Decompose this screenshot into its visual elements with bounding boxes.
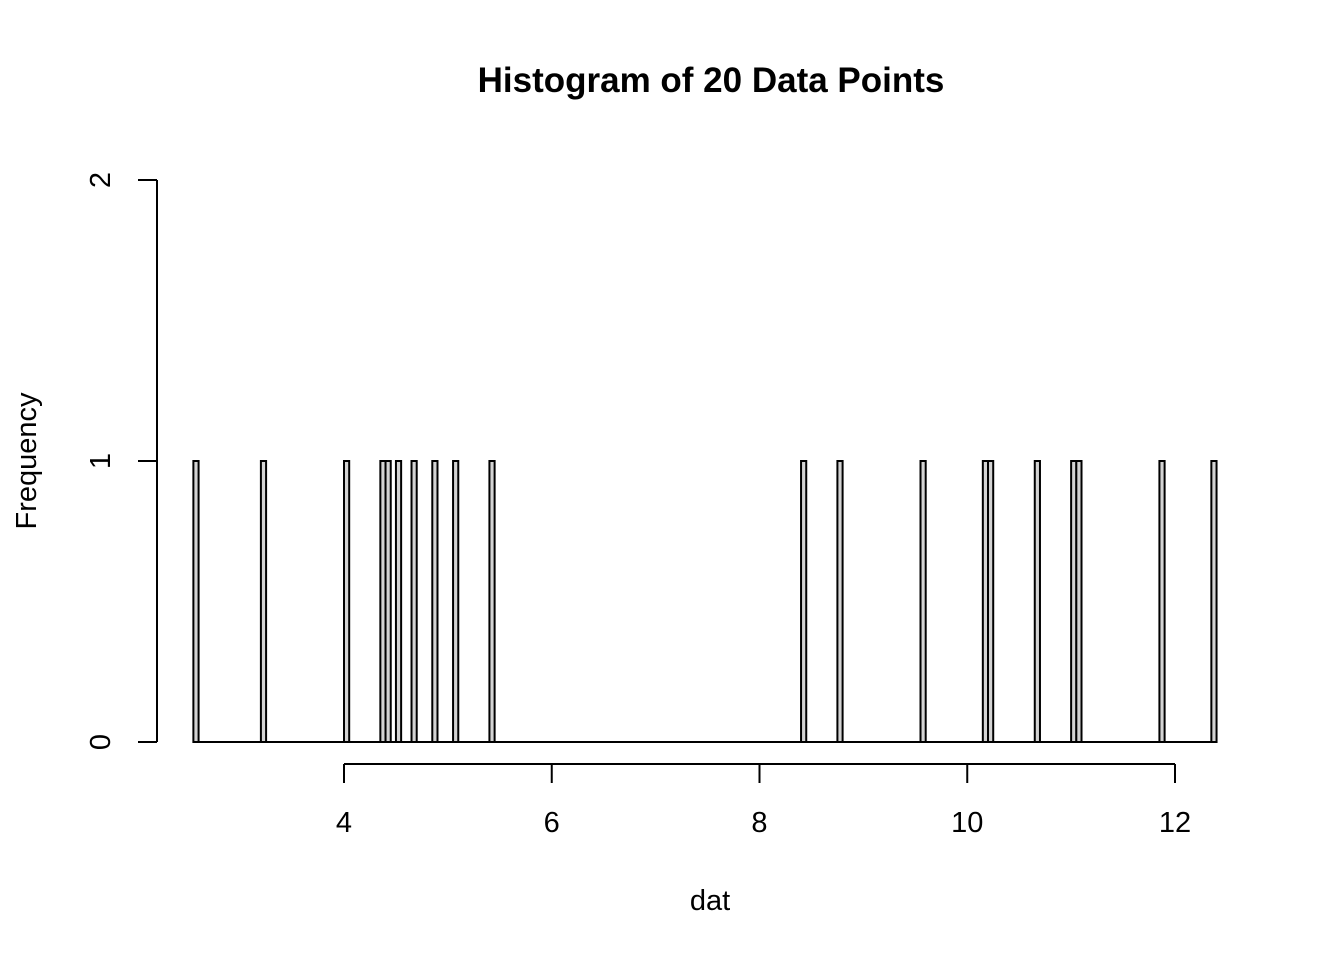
histogram-bar [431, 460, 439, 743]
histogram-bar [410, 460, 418, 743]
histogram-bar [1075, 460, 1083, 743]
histogram-bar [384, 460, 392, 743]
x-tick-label: 4 [336, 807, 352, 839]
y-tick-label: 2 [85, 172, 117, 188]
histogram-bar [800, 460, 808, 743]
histogram-bar [452, 460, 460, 743]
x-tick-label: 6 [544, 807, 560, 839]
y-tick-label: 0 [85, 734, 117, 750]
y-axis-label: Frequency [11, 392, 43, 530]
x-tick-label: 10 [951, 807, 983, 839]
x-axis-label: dat [690, 885, 730, 917]
histogram-bar [1210, 460, 1218, 743]
x-tick-label: 12 [1159, 807, 1191, 839]
histogram-bar [259, 460, 268, 743]
histogram-bar [343, 460, 351, 743]
x-tick-label: 8 [751, 807, 767, 839]
histogram-bar [394, 460, 403, 743]
histogram-bar [919, 460, 927, 743]
histogram-bar [836, 460, 844, 743]
histogram-bar [1033, 460, 1041, 743]
y-axis: 0 1 2 [85, 172, 158, 750]
y-tick-label: 1 [85, 453, 117, 469]
histogram-bar [488, 460, 496, 743]
bars-group [192, 460, 1218, 743]
histogram-bar [1158, 460, 1166, 743]
histogram-bar [192, 460, 200, 743]
x-axis: 4 6 8 10 12 [336, 763, 1191, 839]
histogram-bar [987, 460, 995, 743]
chart-title: Histogram of 20 Data Points [478, 61, 945, 100]
